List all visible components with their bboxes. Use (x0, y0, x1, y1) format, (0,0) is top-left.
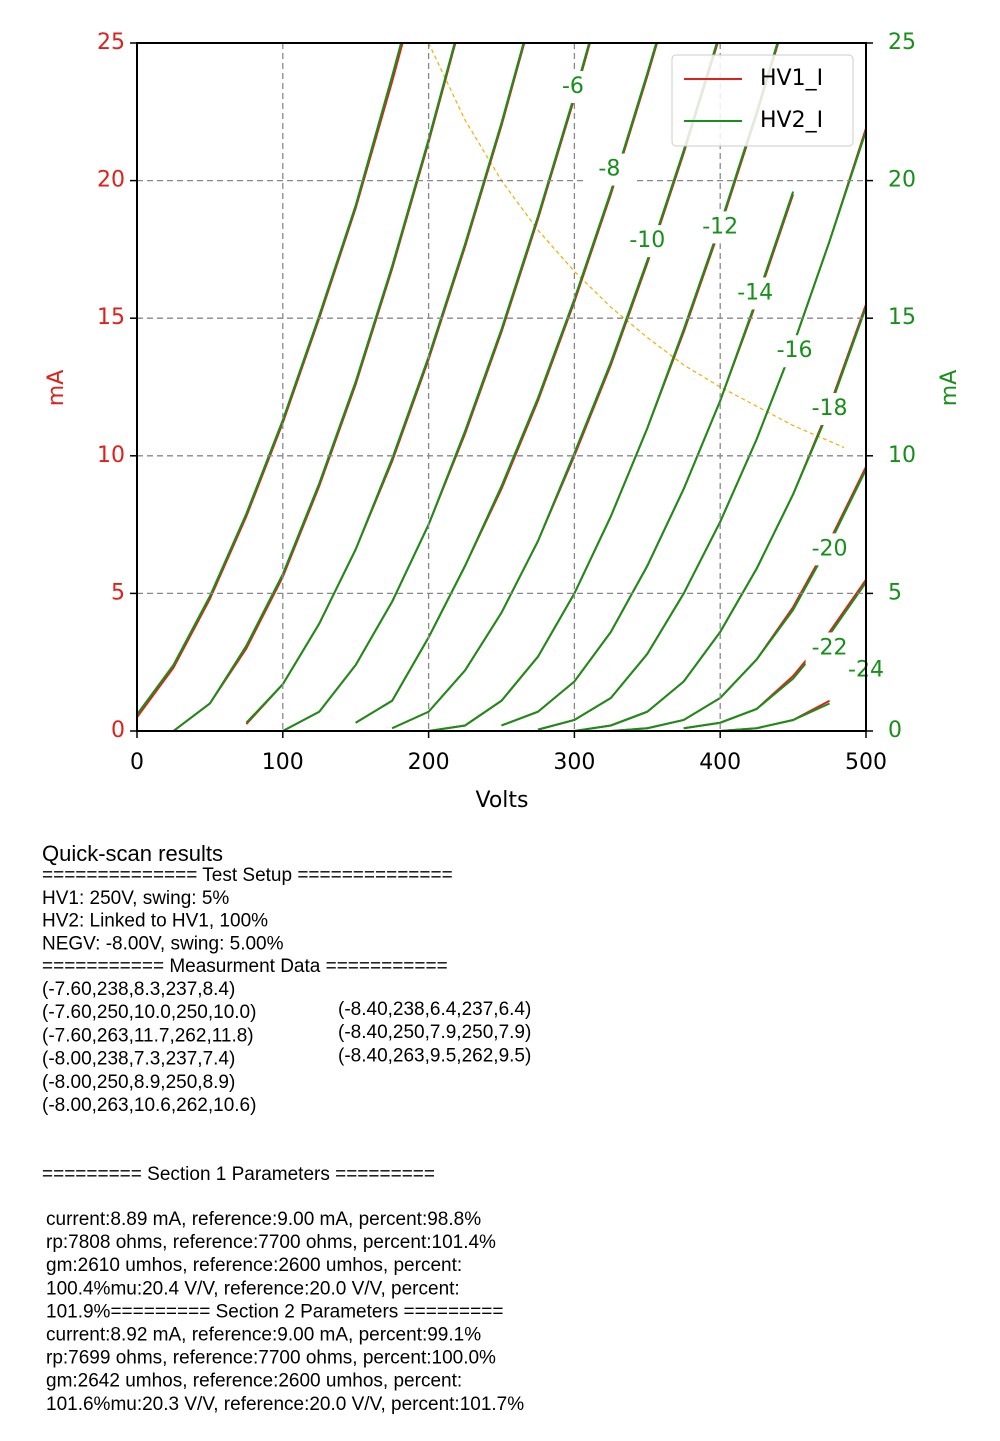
curve-label: -18 (812, 396, 848, 421)
curve-label-background (585, 153, 634, 186)
curve-label: -14 (737, 280, 773, 305)
y2-tick-label: 25 (888, 30, 916, 55)
report-line: rp:7808 ohms, reference:7700 ohms, perce… (46, 1232, 496, 1253)
report-line: gm:2610 umhos, reference:2600 umhos, per… (46, 1255, 462, 1276)
x-tick-label: 0 (130, 750, 144, 775)
y2-tick-label: 20 (888, 168, 916, 193)
report-line: (-8.00,250,8.9,250,8.9) (42, 1072, 235, 1093)
curve-label-background (548, 71, 597, 104)
report-line: =========== Measurment Data =========== (42, 956, 448, 977)
curve-label: -20 (812, 536, 848, 561)
curve-label: -8 (598, 157, 620, 182)
x-tick-label: 400 (699, 750, 741, 775)
curve-line (501, 191, 795, 727)
report-line: (-8.40,263,9.5,262,9.5) (338, 1045, 531, 1066)
report-line: 101.6%mu:20.3 V/V, reference:20.0 V/V, p… (46, 1394, 524, 1415)
curve-line (720, 702, 830, 731)
report-line: 100.4%mu:20.4 V/V, reference:20.0 V/V, p… (46, 1278, 460, 1299)
curve-label: -22 (812, 635, 848, 660)
y-tick-label: 25 (97, 30, 125, 55)
curve-line (137, 43, 403, 716)
curve-label-background (696, 211, 745, 244)
curve-label-background (623, 225, 672, 258)
curve-line (428, 43, 779, 731)
curve-label-background (770, 335, 819, 368)
curve-line (537, 130, 866, 731)
curve-line (355, 43, 658, 724)
curve-line (282, 43, 591, 731)
legend-label: HV2_I (760, 108, 823, 133)
report-line: HV1: 250V, swing: 5% (42, 888, 229, 909)
curve-line (245, 43, 525, 724)
report-line: current:8.92 mA, reference:9.00 mA, perc… (46, 1325, 481, 1346)
y-tick-label: 10 (97, 443, 125, 468)
x-tick-label: 200 (408, 750, 450, 775)
x-axis-label: Volts (475, 788, 528, 813)
curve-label-background (805, 533, 854, 566)
curve-label-background (805, 393, 854, 426)
report-line: (-7.60,250,10.0,250,10.0) (42, 1002, 256, 1023)
y-tick-label: 0 (111, 718, 125, 743)
y-tick-label: 5 (111, 580, 125, 605)
y-tick-label: 20 (97, 168, 125, 193)
curve-line (574, 306, 866, 731)
plot-area (137, 43, 866, 731)
report-line: (-8.40,238,6.4,237,6.4) (338, 999, 531, 1020)
legend-label: HV1_I (760, 66, 823, 91)
curve-line (683, 581, 866, 730)
curve-label: -16 (777, 338, 813, 363)
y2-axis-label: mA (937, 370, 962, 406)
curve-line (172, 43, 456, 731)
legend-box (671, 54, 854, 147)
report-line: (-8.00,263,10.6,262,10.6) (42, 1095, 256, 1116)
section-header: ========= Section 1 Parameters ========= (42, 1164, 435, 1185)
plot-frame (136, 42, 867, 732)
report-line: NEGV: -8.00V, swing: 5.00% (42, 933, 284, 954)
y2-tick-label: 15 (888, 305, 916, 330)
y2-tick-label: 10 (888, 443, 916, 468)
y-axis-label: mA (44, 370, 69, 406)
y2-tick-label: 5 (888, 580, 902, 605)
report-line: (-8.00,238,7.3,237,7.4) (42, 1049, 235, 1070)
y2-tick-label: 0 (888, 718, 902, 743)
dissipation-curve (428, 43, 845, 449)
y-tick-label: 15 (97, 305, 125, 330)
x-tick-label: 300 (553, 750, 595, 775)
curve-label: -10 (629, 228, 665, 253)
report-line: (-7.60,263,11.7,262,11.8) (42, 1025, 254, 1046)
curve-line (391, 43, 718, 730)
curve-label-background (731, 277, 780, 310)
report-line: (-8.40,250,7.9,250,7.9) (338, 1022, 531, 1043)
report-title: Quick-scan results (42, 841, 223, 866)
report-line: HV2: Linked to HV1, 100% (42, 911, 268, 932)
report-line: ============== Test Setup ============== (42, 865, 453, 886)
report-line: (-7.60,238,8.3,237,8.4) (42, 979, 235, 1000)
report-line: 101.9%========= Section 2 Parameters ===… (46, 1301, 503, 1322)
x-tick-label: 500 (845, 750, 887, 775)
report-line: current:8.89 mA, reference:9.00 mA, perc… (46, 1209, 481, 1230)
curve-label: -12 (702, 214, 738, 239)
curve-label: -6 (562, 74, 584, 99)
report-line: gm:2642 umhos, reference:2600 umhos, per… (46, 1371, 462, 1392)
report-line: rp:7699 ohms, reference:7700 ohms, perce… (46, 1348, 496, 1369)
x-tick-label: 100 (262, 750, 304, 775)
